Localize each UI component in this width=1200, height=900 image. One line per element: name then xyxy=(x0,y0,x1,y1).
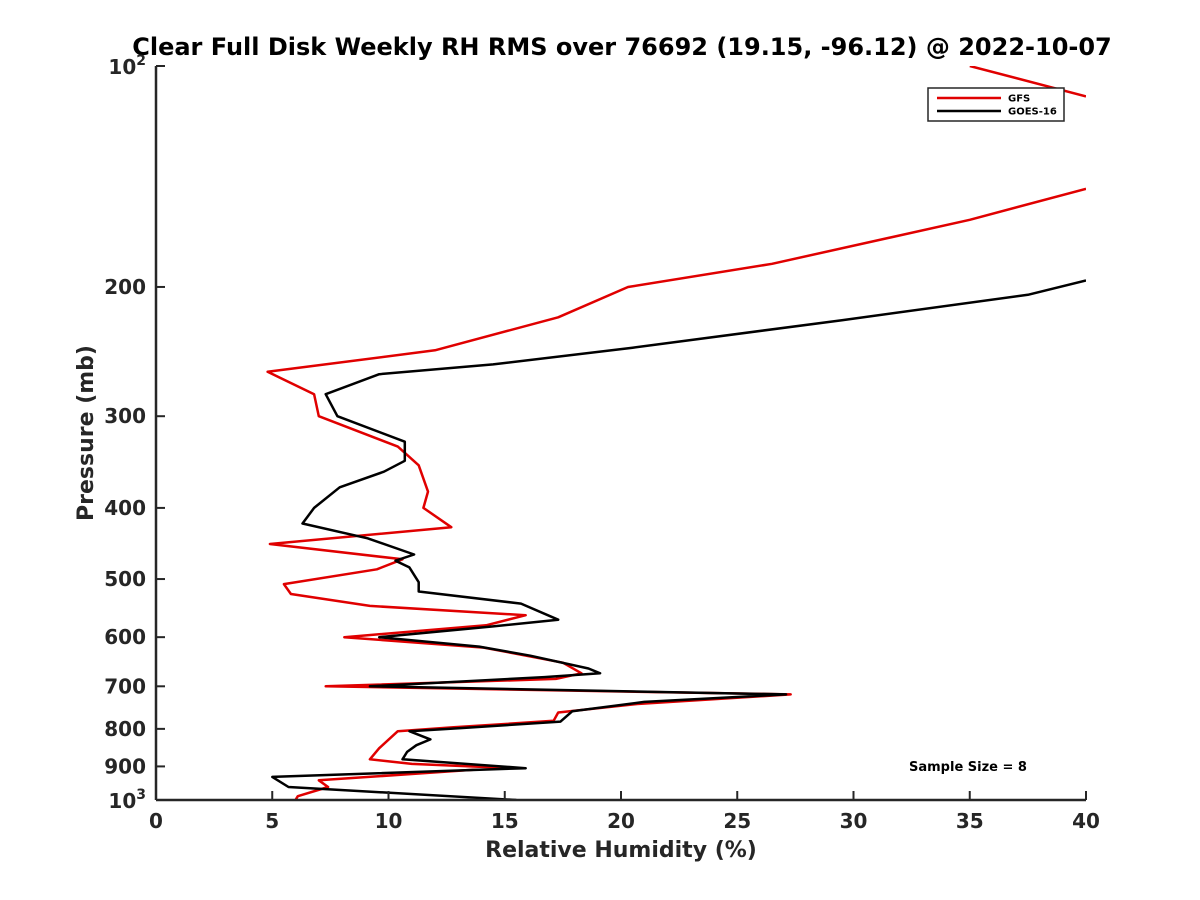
x-axis-label: Relative Humidity (%) xyxy=(485,838,757,863)
y-tick-label: 700 xyxy=(104,674,146,698)
y-tick-label: 200 xyxy=(104,275,146,299)
x-tick-label: 35 xyxy=(956,809,984,833)
series-line-gfs xyxy=(266,66,1086,800)
y-tick-label: 800 xyxy=(104,717,146,741)
y-tick-label: 103 xyxy=(108,787,146,813)
x-tick-label: 25 xyxy=(723,809,751,833)
sample-size-annotation: Sample Size = 8 xyxy=(909,760,1027,775)
x-tick-label: 0 xyxy=(149,809,163,833)
series-layer xyxy=(266,66,1086,800)
y-tick-label: 600 xyxy=(104,625,146,649)
tick-layer: 0 5 10 15 20 25 30 35 40 200 300 400 500 600 700 800 900… xyxy=(104,53,1100,833)
legend: GFS GOES-16 xyxy=(927,87,1065,122)
series-line-goes16 xyxy=(271,279,1086,800)
legend-label-gfs: GFS xyxy=(1008,94,1030,105)
y-tick-label: 900 xyxy=(104,754,146,778)
legend-box xyxy=(927,87,1065,122)
x-tick-label: 15 xyxy=(491,809,519,833)
chart-title: Clear Full Disk Weekly RH RMS over 76692… xyxy=(132,33,1112,61)
x-tick-label: 20 xyxy=(607,809,635,833)
x-tick-label: 30 xyxy=(840,809,868,833)
legend-label-goes16: GOES-16 xyxy=(1008,107,1057,118)
y-tick-label: 500 xyxy=(104,567,146,591)
y-tick-label: 400 xyxy=(104,496,146,520)
x-tick-label: 40 xyxy=(1072,809,1100,833)
y-tick-label: 102 xyxy=(108,53,146,79)
x-tick-label: 5 xyxy=(265,809,279,833)
y-tick-label: 300 xyxy=(104,404,146,428)
x-tick-label: 10 xyxy=(375,809,403,833)
y-axis-label: Pressure (mb) xyxy=(74,345,99,521)
